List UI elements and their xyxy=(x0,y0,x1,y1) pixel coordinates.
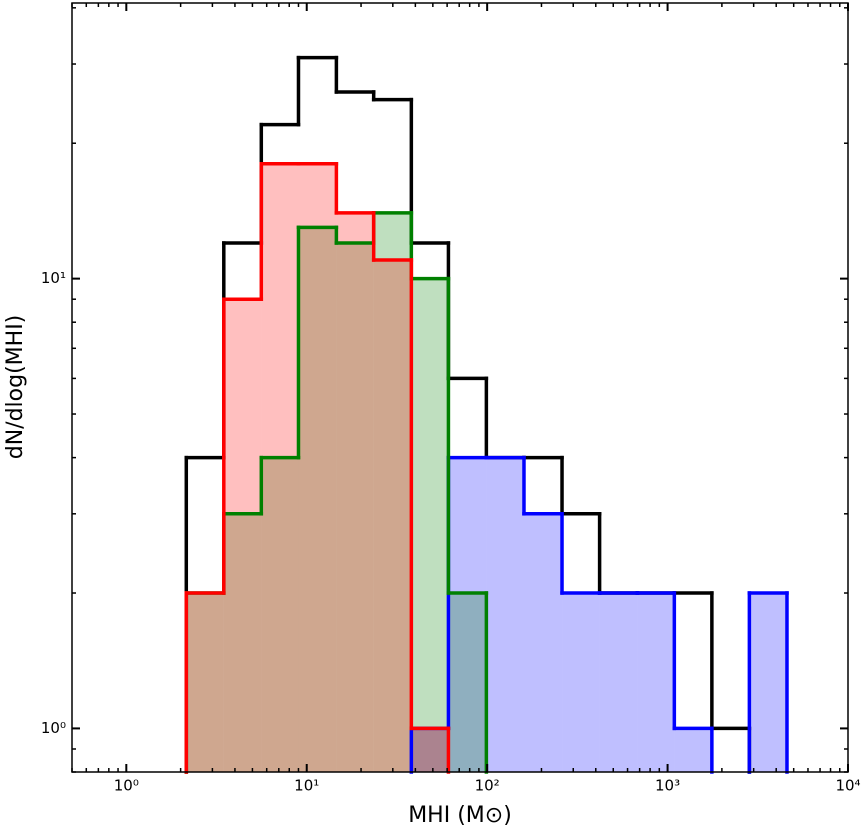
histogram-bar xyxy=(336,243,374,772)
histogram-bar xyxy=(373,212,412,772)
histogram-bar xyxy=(373,260,412,772)
y-tick-label: 10¹ xyxy=(41,269,66,287)
histogram-bar xyxy=(261,163,299,772)
y-tick-label: 10⁰ xyxy=(41,719,66,737)
histogram-bar xyxy=(749,593,787,772)
histogram-bar xyxy=(298,163,337,772)
x-tick-label: 10¹ xyxy=(294,777,319,795)
y-axis-label: dN/dlog(MHI) xyxy=(3,315,28,460)
x-axis-label: MHI (M⊙) xyxy=(408,803,512,828)
histogram-bar xyxy=(223,513,262,772)
x-tick-label: 10² xyxy=(475,777,500,795)
histogram-bar xyxy=(223,299,262,772)
histogram-bar xyxy=(599,593,638,772)
histogram-bar xyxy=(637,593,675,772)
histogram-bar xyxy=(411,278,449,772)
histogram-bar xyxy=(486,457,524,772)
histogram-bar xyxy=(261,457,299,772)
histogram-bar xyxy=(411,728,449,772)
histogram-bar xyxy=(336,212,374,772)
x-tick-label: 10⁰ xyxy=(114,777,139,795)
histogram-bar xyxy=(298,227,337,772)
x-tick-label: 10³ xyxy=(655,777,680,795)
histogram-bar xyxy=(186,593,224,772)
histogram-bar xyxy=(411,728,449,772)
plot-frame xyxy=(71,2,849,773)
histogram-bar xyxy=(186,593,224,772)
histogram-bar xyxy=(448,593,487,772)
histogram-bar xyxy=(523,513,563,772)
x-tick-label: 10⁴ xyxy=(835,777,860,795)
histogram-bar xyxy=(674,728,712,772)
histogram-bar xyxy=(562,593,600,772)
histogram-bar xyxy=(448,457,487,772)
